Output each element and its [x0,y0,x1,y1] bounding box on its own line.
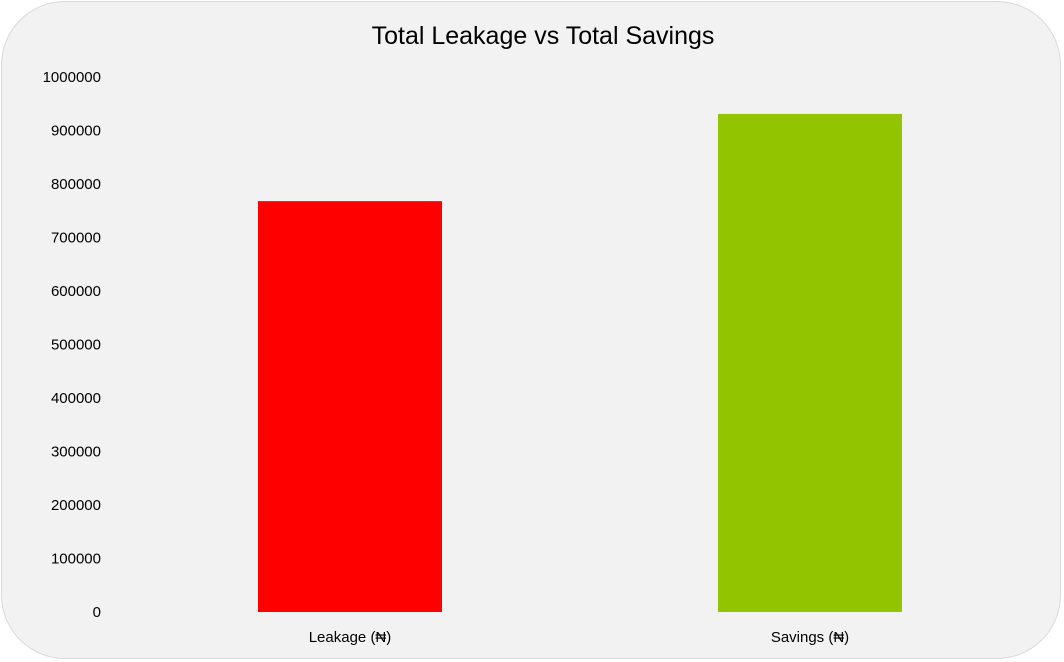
chart-title: Total Leakage vs Total Savings [372,22,715,50]
y-axis-ticks: 0 100000 200000 300000 400000 500000 600000 700… [43,69,101,621]
x-axis-labels: Leakage (₦) Savings (₦) [309,629,849,646]
y-tick-label: 200000 [51,497,101,514]
x-category-label: Savings (₦) [771,629,849,646]
y-tick-label: 600000 [51,283,101,300]
x-category-label: Leakage (₦) [309,629,392,646]
y-tick-label: 300000 [51,444,101,461]
y-tick-label: 700000 [51,230,101,247]
y-tick-label: 0 [93,604,101,621]
y-tick-label: 900000 [51,123,101,140]
bars [258,113,902,612]
bar-leakage [258,201,442,612]
y-tick-label: 1000000 [43,69,101,86]
y-tick-label: 400000 [51,390,101,407]
y-tick-label: 500000 [51,337,101,354]
bar-savings [718,113,902,612]
y-tick-label: 100000 [51,551,101,568]
y-tick-label: 800000 [51,176,101,193]
